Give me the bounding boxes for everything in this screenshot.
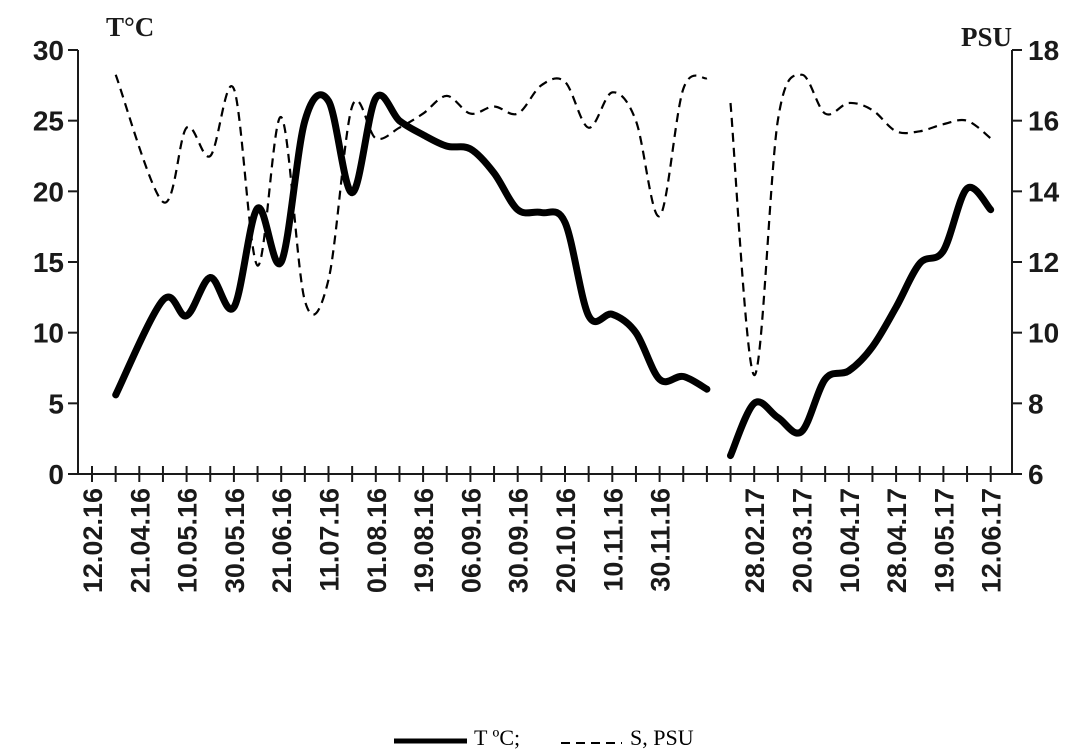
right-y-tick-label: 8	[1028, 388, 1044, 419]
x-tick-label: 19.08.16	[409, 488, 439, 593]
left-y-tick-label: 10	[33, 318, 64, 349]
right-y-tick-label: 12	[1028, 247, 1059, 278]
legend-label-salinity: S, PSU	[630, 725, 694, 750]
x-tick-label: 11.07.16	[315, 488, 345, 592]
right-y-tick-label: 14	[1028, 176, 1060, 207]
temperature-line-2017	[727, 183, 995, 460]
x-tick-label: 12.06.17	[977, 488, 1007, 593]
x-tick-label: 10.04.17	[835, 488, 865, 593]
left-y-tick-label: 30	[33, 35, 64, 66]
x-tick-label: 20.10.16	[551, 488, 581, 593]
salinity-line-2016	[114, 74, 708, 316]
legend: T ºC; S, PSU	[394, 725, 694, 750]
x-tick-label: 06.09.16	[456, 488, 486, 593]
salinity-line-2017	[729, 73, 992, 377]
legend-label-temperature: T ºC;	[474, 725, 520, 750]
x-tick-label: 30.05.16	[220, 488, 250, 593]
axes: 0 5 10 15 20 25 30 6 8 10 12 14 16 18 12.02.16 21.04.16…	[33, 35, 1060, 593]
right-y-tick-label: 6	[1028, 459, 1044, 490]
x-tick-label: 28.02.17	[740, 488, 770, 593]
left-axis-title: T°C	[106, 12, 154, 42]
left-y-tick-label: 15	[33, 247, 64, 278]
x-tick-label: 30.11.16	[646, 488, 676, 592]
x-tick-label: 01.08.16	[362, 488, 392, 593]
left-y-tick-label: 25	[33, 106, 64, 137]
temperature-line-2016	[112, 91, 711, 399]
x-tick-label: 21.04.16	[125, 488, 155, 593]
x-tick-label: 30.09.16	[504, 488, 534, 593]
x-tick-label: 10.05.16	[173, 488, 203, 593]
right-y-tick-label: 18	[1028, 35, 1059, 66]
x-tick-label: 10.11.16	[598, 488, 628, 592]
right-axis-title: PSU	[961, 22, 1012, 52]
x-tick-label: 21.06.16	[267, 488, 297, 593]
left-y-tick-label: 5	[48, 388, 64, 419]
right-y-tick-label: 16	[1028, 106, 1059, 137]
right-y-tick-label: 10	[1028, 318, 1059, 349]
x-tick-label: 12.02.16	[78, 488, 108, 593]
left-y-tick-label: 20	[33, 176, 64, 207]
left-y-tick-label: 0	[48, 459, 64, 490]
x-tick-label: 28.04.17	[882, 488, 912, 593]
x-tick-label: 20.03.17	[788, 488, 818, 593]
data-lines	[112, 73, 995, 460]
x-tick-label: 19.05.17	[929, 488, 959, 593]
